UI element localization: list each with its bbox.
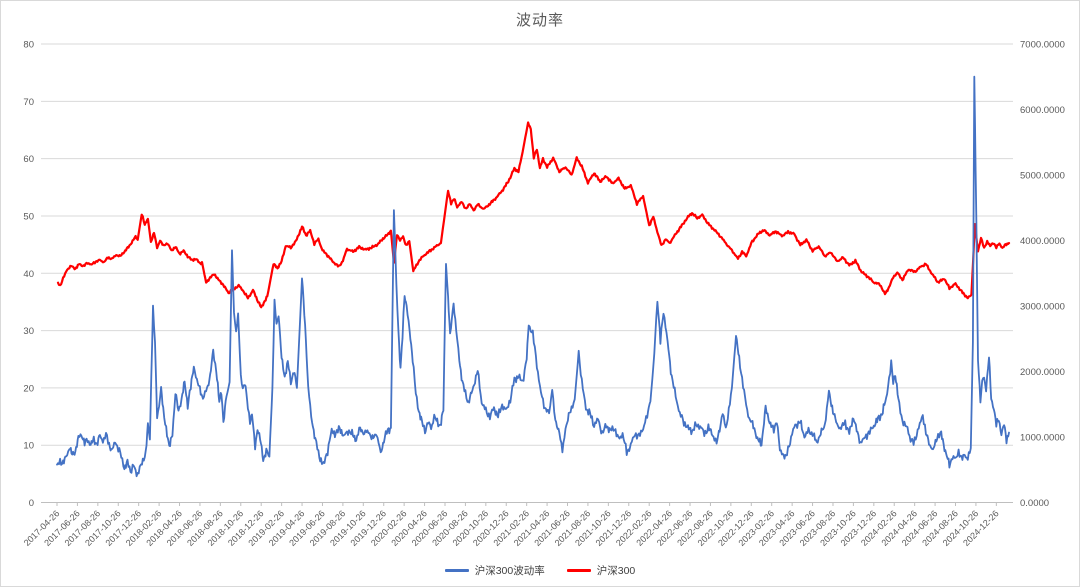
left-axis-tick-label: 30 bbox=[23, 326, 34, 337]
left-axis-tick-label: 70 bbox=[23, 97, 34, 108]
series-index-line bbox=[56, 121, 1011, 309]
legend-line-index-icon bbox=[566, 569, 591, 572]
left-axis-tick-label: 20 bbox=[23, 383, 34, 394]
right-axis-tick-label: 5000.0000 bbox=[1020, 171, 1065, 182]
legend-label-index: 沪深300 bbox=[596, 565, 636, 577]
left-axis-tick-label: 10 bbox=[23, 441, 34, 452]
legend: 沪深300波动率 沪深300 bbox=[1, 563, 1079, 578]
left-axis-tick-label: 0 bbox=[29, 498, 34, 509]
right-axis-tick-label: 6000.0000 bbox=[1020, 105, 1065, 116]
left-axis-tick-label: 40 bbox=[23, 269, 34, 280]
right-axis-tick-label: 7000.0000 bbox=[1020, 40, 1065, 51]
legend-label-volatility: 沪深300波动率 bbox=[474, 565, 545, 577]
legend-item-volatility: 沪深300波动率 bbox=[444, 563, 545, 578]
left-axis-tick-label: 80 bbox=[23, 40, 34, 51]
x-axis bbox=[41, 502, 1013, 506]
series-volatility-line bbox=[56, 75, 1010, 478]
right-axis-tick-label: 3000.0000 bbox=[1020, 302, 1065, 313]
right-axis-tick-label: 2000.0000 bbox=[1020, 367, 1065, 378]
right-axis-tick-label: 0.0000 bbox=[1020, 498, 1049, 509]
left-axis-tick-label: 50 bbox=[23, 211, 34, 222]
right-axis-tick-label: 1000.0000 bbox=[1020, 433, 1065, 444]
legend-line-volatility-icon bbox=[444, 569, 469, 572]
x-axis-labels: 2017-04-262017-06-262017-08-262017-10-26… bbox=[22, 508, 1001, 548]
chart-title: 波动率 bbox=[515, 12, 564, 29]
y-axis-right: 7000.0000 6000.0000 5000.0000 4000.0000 3000… bbox=[1020, 40, 1065, 510]
right-axis-tick-label: 4000.0000 bbox=[1020, 236, 1065, 247]
left-axis-tick-label: 60 bbox=[23, 154, 34, 165]
y-axis-left: 80 70 60 50 40 30 20 10 0 bbox=[23, 40, 34, 510]
legend-item-index: 沪深300 bbox=[566, 563, 636, 578]
